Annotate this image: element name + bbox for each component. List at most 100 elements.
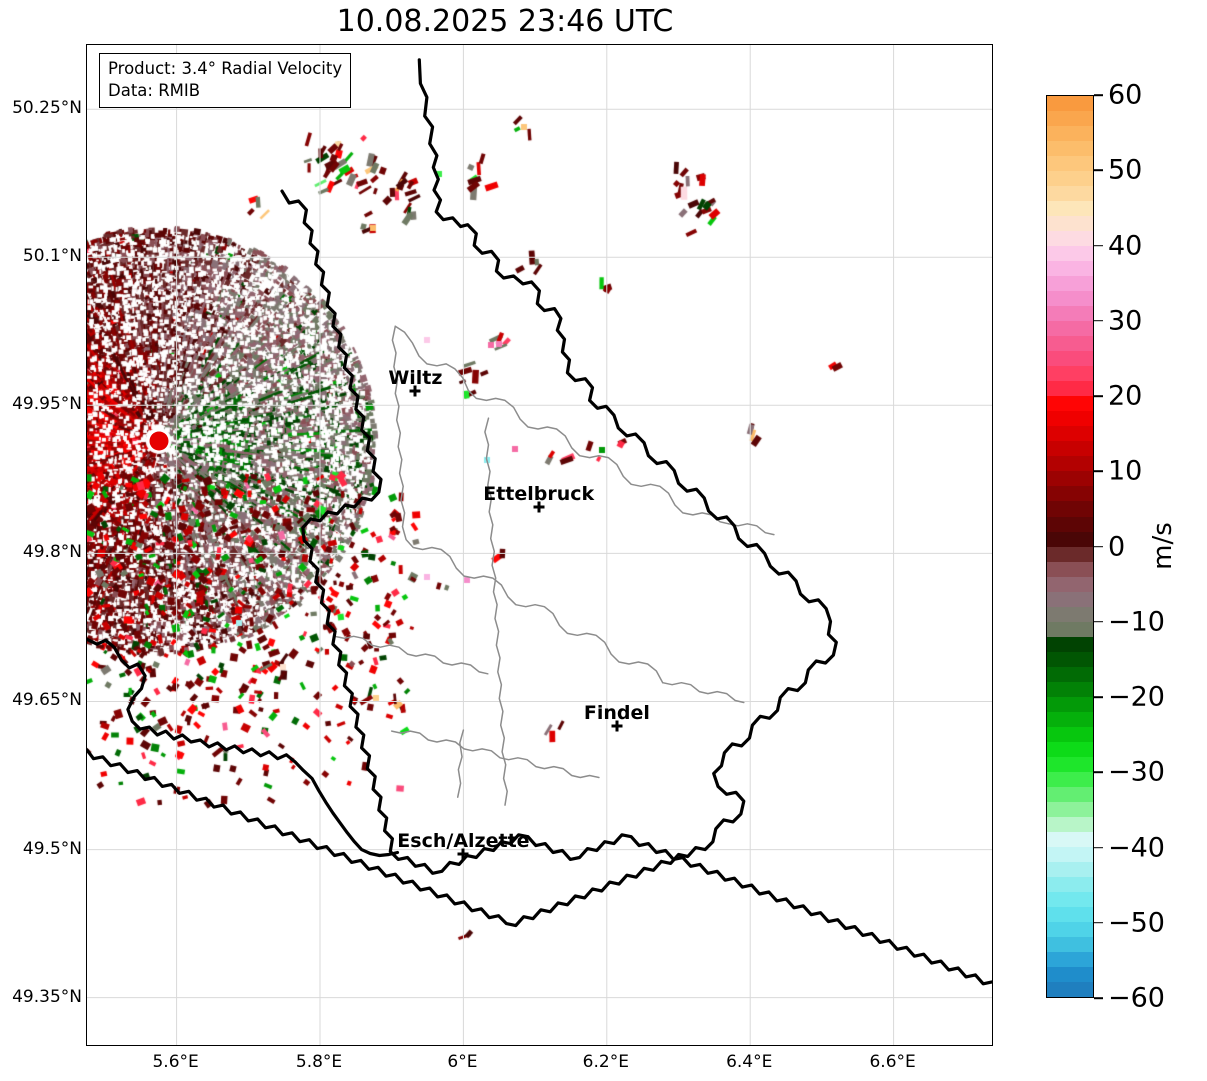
colorbar-segment xyxy=(1047,96,1093,112)
colorbar-segment xyxy=(1047,246,1093,262)
colorbar-segment xyxy=(1047,921,1093,937)
city-marker-icon xyxy=(611,720,623,732)
colorbar-tick-label: 50 xyxy=(1108,154,1143,186)
colorbar-segment xyxy=(1047,636,1093,652)
colorbar-segment xyxy=(1047,486,1093,502)
colorbar-tick-label: −60 xyxy=(1108,982,1165,1014)
colorbar-tick-label: 20 xyxy=(1108,380,1143,412)
colorbar-tick xyxy=(1094,94,1103,96)
colorbar-segment xyxy=(1047,756,1093,772)
colorbar-segment xyxy=(1047,741,1093,757)
x-tick-label: 6.2°E xyxy=(582,1052,629,1072)
city-marker-icon xyxy=(457,848,469,859)
colorbar-tick xyxy=(1094,846,1103,849)
colorbar-segment xyxy=(1047,441,1093,457)
colorbar-segment xyxy=(1047,876,1093,892)
city-marker-icon xyxy=(533,501,545,513)
colorbar-segment xyxy=(1047,666,1093,682)
colorbar-segment xyxy=(1047,711,1093,727)
colorbar-segment xyxy=(1047,546,1093,562)
colorbar-segment xyxy=(1047,606,1093,622)
colorbar-segment xyxy=(1047,651,1093,667)
data-source-line: Data: RMIB xyxy=(108,80,201,100)
colorbar-segment xyxy=(1047,966,1093,982)
colorbar-segment xyxy=(1047,276,1093,292)
colorbar-segment xyxy=(1047,936,1093,952)
colorbar-segment xyxy=(1047,141,1093,157)
colorbar-segment xyxy=(1047,786,1093,802)
colorbar-segment xyxy=(1047,516,1093,532)
colorbar-tick-label: −40 xyxy=(1108,832,1165,863)
colorbar-segment xyxy=(1047,681,1093,697)
colorbar-segment xyxy=(1047,291,1093,307)
x-tick-label: 6.6°E xyxy=(869,1052,916,1072)
city-marker-icon xyxy=(409,385,421,397)
colorbar-segment xyxy=(1047,891,1093,907)
page-title: 10.08.2025 23:46 UTC xyxy=(336,4,674,39)
y-tick-label: 49.8°N xyxy=(22,542,82,563)
colorbar-segment xyxy=(1047,981,1093,997)
colorbar-segment xyxy=(1047,306,1093,322)
colorbar-tick xyxy=(1094,997,1103,999)
colorbar-tick xyxy=(1094,395,1103,397)
colorbar-segment xyxy=(1047,861,1093,877)
colorbar-tick xyxy=(1094,470,1103,473)
y-tick-label: 50.25°N xyxy=(12,98,82,119)
colorbar-segment xyxy=(1047,846,1093,862)
colorbar-tick xyxy=(1094,244,1103,247)
colorbar-segment xyxy=(1047,171,1093,187)
colorbar-segment xyxy=(1047,156,1093,172)
colorbar-segment xyxy=(1047,771,1093,787)
colorbar-segment xyxy=(1047,216,1093,232)
x-tick-label: 5.6°E xyxy=(152,1052,199,1072)
colorbar-tick xyxy=(1094,771,1103,774)
colorbar-segment xyxy=(1047,831,1093,847)
x-tick-label: 6.4°E xyxy=(726,1052,773,1072)
colorbar-segment xyxy=(1047,471,1093,487)
colorbar-tick xyxy=(1094,319,1103,322)
colorbar-tick-label: −10 xyxy=(1108,606,1165,638)
colorbar-tick-label: −30 xyxy=(1108,756,1165,788)
colorbar-segment xyxy=(1047,426,1093,442)
colorbar-segment xyxy=(1047,576,1093,592)
colorbar-tick xyxy=(1094,620,1103,623)
colorbar-segment xyxy=(1047,186,1093,202)
colorbar-segment xyxy=(1047,261,1093,277)
colorbar-segment xyxy=(1047,411,1093,427)
colorbar-segment xyxy=(1047,951,1093,967)
y-tick-label: 49.35°N xyxy=(12,986,82,1007)
y-tick-label: 49.5°N xyxy=(22,838,82,859)
colorbar-tick-label: −50 xyxy=(1108,907,1165,939)
colorbar-segment xyxy=(1047,456,1093,472)
radar-site-marker xyxy=(149,431,169,451)
y-tick-label: 49.95°N xyxy=(12,394,82,415)
y-tick-label: 49.65°N xyxy=(12,690,82,711)
colorbar-tick xyxy=(1094,921,1103,924)
colorbar-tick xyxy=(1094,545,1103,548)
colorbar xyxy=(1046,95,1094,998)
colorbar-tick-label: 40 xyxy=(1108,230,1143,261)
map-plot-area[interactable]: Product: 3.4° Radial Velocity Data: RMIB… xyxy=(86,44,993,1046)
colorbar-segment xyxy=(1047,621,1093,637)
colorbar-segment xyxy=(1047,531,1093,547)
colorbar-tick-label: −20 xyxy=(1108,681,1165,713)
colorbar-segment xyxy=(1047,501,1093,517)
colorbar-tick-label: 10 xyxy=(1108,455,1143,487)
colorbar-segment xyxy=(1047,801,1093,817)
colorbar-gradient xyxy=(1047,96,1093,997)
colorbar-segment xyxy=(1047,111,1093,127)
colorbar-segment xyxy=(1047,321,1093,337)
colorbar-segment xyxy=(1047,351,1093,367)
colorbar-tick-label: 30 xyxy=(1108,305,1143,337)
colorbar-segment xyxy=(1047,336,1093,352)
y-tick-label: 50.1°N xyxy=(22,246,82,267)
colorbar-segment xyxy=(1047,126,1093,142)
colorbar-unit-label: m/s xyxy=(1148,522,1178,570)
radar-echo-layer xyxy=(87,45,992,1045)
product-info-box: Product: 3.4° Radial Velocity Data: RMIB xyxy=(99,53,352,108)
product-line: Product: 3.4° Radial Velocity xyxy=(108,59,343,78)
x-tick-label: 5.8°E xyxy=(295,1052,343,1072)
colorbar-segment xyxy=(1047,906,1093,922)
colorbar-tick xyxy=(1094,696,1103,698)
